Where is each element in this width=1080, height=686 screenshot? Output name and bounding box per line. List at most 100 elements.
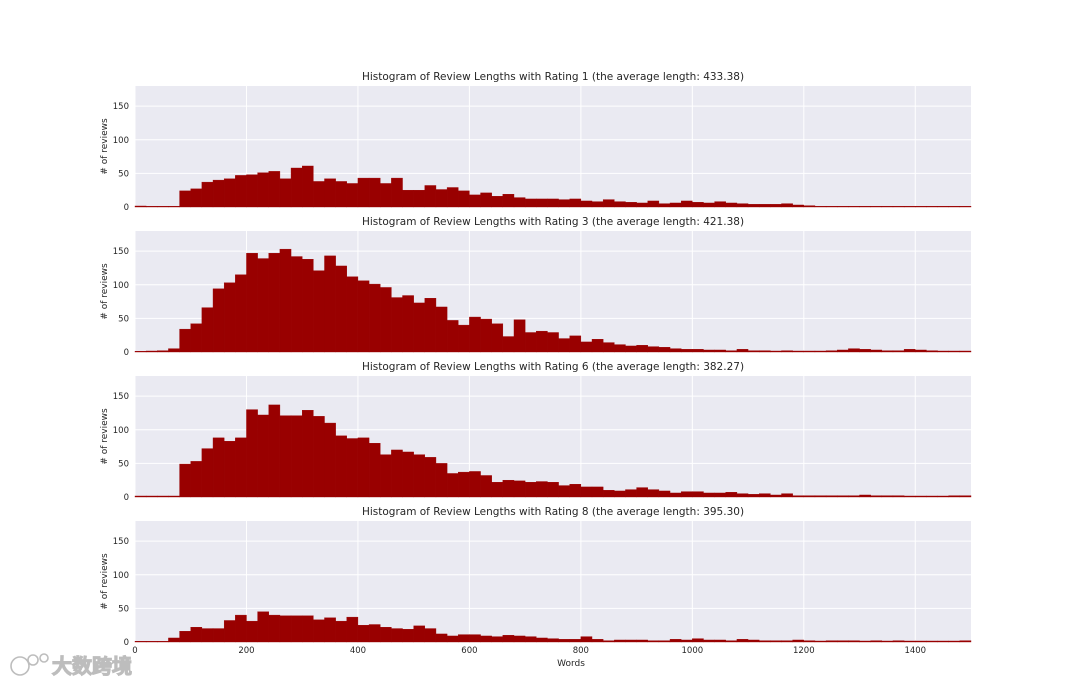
bar: [246, 174, 258, 208]
bar: [413, 454, 426, 498]
bar: [235, 437, 247, 498]
panel-title: Histogram of Review Lengths with Rating …: [362, 216, 744, 228]
y-tick-label: 0: [124, 348, 129, 358]
bar: [803, 495, 816, 498]
bar: [725, 640, 738, 643]
bar: [524, 636, 537, 643]
bar: [212, 437, 225, 498]
bar: [257, 611, 269, 643]
bar: [770, 204, 782, 208]
y-tick-label: 50: [118, 459, 129, 469]
bar: [368, 624, 381, 643]
bar: [948, 495, 961, 498]
bar: [513, 635, 526, 643]
bar: [859, 494, 871, 498]
y-tick-label: 100: [113, 426, 129, 436]
bar: [759, 204, 771, 208]
y-tick-label: 50: [118, 604, 129, 614]
bar: [313, 619, 325, 643]
bar: [424, 628, 437, 643]
bar: [469, 194, 481, 208]
bar: [458, 471, 470, 498]
y-tick-label: 150: [113, 247, 129, 257]
bar: [469, 471, 481, 498]
bar: [446, 187, 459, 208]
bar: [959, 495, 972, 498]
bar: [257, 258, 269, 353]
bar: [614, 344, 626, 353]
bar: [413, 302, 426, 353]
bar: [491, 482, 504, 498]
bar: [157, 495, 169, 498]
bar: [781, 640, 793, 643]
bar: [680, 639, 693, 643]
bar: [346, 616, 359, 643]
bar: [368, 443, 381, 498]
bar: [190, 461, 203, 498]
bar: [201, 628, 214, 643]
bar: [814, 205, 827, 208]
bar: [859, 640, 871, 643]
bar: [446, 320, 459, 353]
bar: [536, 198, 548, 208]
subplot-3: Histogram of Review Lengths with Rating …: [100, 361, 972, 503]
y-tick-label: 0: [124, 203, 129, 213]
bar: [201, 181, 214, 208]
bar: [391, 297, 403, 353]
bar: [814, 495, 827, 498]
bar: [669, 492, 682, 498]
bar: [837, 205, 849, 208]
bar: [558, 639, 570, 643]
bar: [792, 204, 804, 208]
bar: [781, 493, 793, 498]
subplot-4: Histogram of Review Lengths with Rating …: [100, 506, 972, 669]
x-tick-label: 1400: [904, 646, 926, 656]
bar: [491, 636, 504, 643]
bar: [134, 641, 147, 643]
bar: [658, 347, 671, 353]
bar: [458, 190, 470, 208]
bar: [636, 202, 648, 208]
watermark-text: 大数跨境: [52, 654, 132, 678]
bar: [714, 349, 726, 353]
bar: [201, 307, 214, 353]
bar: [212, 288, 225, 353]
bar: [235, 175, 247, 208]
bar: [268, 404, 281, 498]
bar: [770, 350, 782, 353]
y-tick-label: 0: [124, 638, 129, 648]
bar: [190, 188, 203, 208]
bar: [223, 441, 236, 498]
bar: [759, 640, 771, 643]
bar: [602, 199, 615, 208]
bar: [324, 422, 336, 498]
bar: [647, 489, 660, 498]
bar: [335, 435, 347, 498]
bar: [736, 203, 749, 208]
bar: [513, 197, 526, 208]
bar: [134, 351, 147, 353]
y-tick-label: 100: [113, 571, 129, 581]
bar: [848, 348, 860, 353]
bar: [669, 639, 682, 643]
bar: [513, 319, 526, 353]
bar: [547, 198, 559, 208]
bar: [547, 332, 559, 353]
bar: [625, 202, 637, 208]
bar: [658, 640, 671, 643]
bar: [313, 416, 325, 498]
bar: [926, 495, 938, 498]
bar: [736, 639, 749, 643]
bar: [591, 639, 604, 643]
bar: [357, 437, 370, 498]
bar: [703, 492, 715, 498]
bar: [747, 639, 760, 643]
bar: [380, 454, 392, 498]
bar: [759, 350, 771, 353]
bar: [346, 183, 359, 208]
bar: [380, 183, 392, 208]
bar: [580, 341, 593, 353]
bar: [223, 282, 236, 353]
bar: [290, 415, 303, 498]
bar: [235, 614, 247, 643]
